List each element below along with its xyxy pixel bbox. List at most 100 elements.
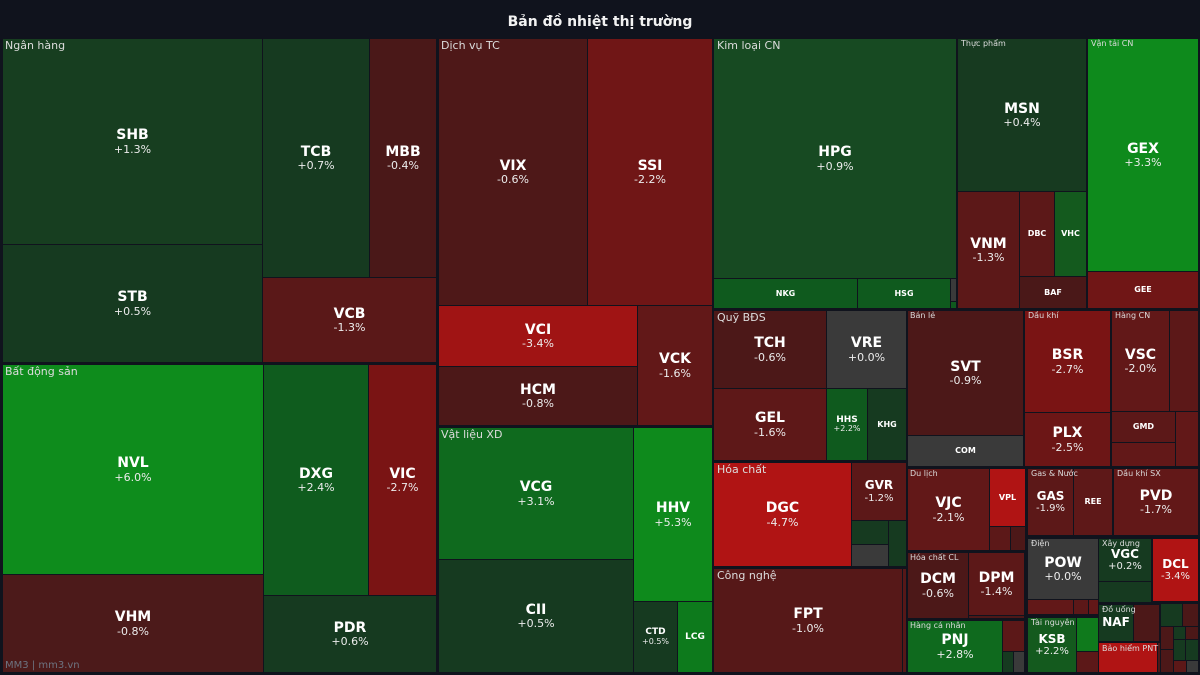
tile-pnj[interactable]: PNJ +2.8% (908, 621, 1002, 672)
tile-dcm[interactable]: DCM -0.6% (908, 553, 968, 618)
tile-dxg[interactable]: DXG +2.4% (264, 365, 368, 595)
tile-vre[interactable]: VRE +0.0% (827, 311, 906, 388)
tile-fpt[interactable]: FPT -1.0% (714, 569, 902, 672)
ticker-label: DXG (299, 465, 333, 482)
tile-minor[interactable] (1174, 640, 1185, 660)
tile-pow[interactable]: POW +0.0% (1028, 539, 1098, 599)
tile-vck[interactable]: VCK -1.6% (638, 306, 712, 425)
sector-bao-hiem-pnt: Bảo hiểm PNT (1099, 643, 1158, 672)
ticker-label: GEL (755, 410, 785, 427)
tile-minor[interactable] (1074, 600, 1088, 614)
tile-minor[interactable] (1077, 618, 1098, 651)
tile-vsc[interactable]: VSC -2.0% (1112, 311, 1169, 411)
change-label: -4.7% (766, 515, 799, 529)
tile-vci[interactable]: VCI -3.4% (439, 306, 637, 366)
tile-minor[interactable] (1028, 600, 1073, 614)
tile-vix[interactable]: VIX -0.6% (439, 39, 587, 305)
tile-minor[interactable] (1158, 643, 1160, 672)
tile-gee[interactable]: GEE (1088, 272, 1198, 308)
tile-shb[interactable]: SHB +1.3% (3, 39, 262, 244)
tile-minor[interactable] (1077, 652, 1098, 672)
tile-minor[interactable] (1174, 661, 1186, 672)
tile-gmd[interactable]: GMD (1112, 412, 1175, 442)
tile-nkg[interactable]: NKG (714, 279, 857, 308)
tile-hhs[interactable]: HHS +2.2% (827, 389, 867, 460)
tile-tcb[interactable]: TCB +0.7% (263, 39, 369, 277)
tile-plx[interactable]: PLX -2.5% (1025, 413, 1110, 466)
tile-minor[interactable] (1183, 604, 1198, 626)
tile-minor[interactable] (1003, 652, 1013, 672)
ticker-label: VJC (935, 495, 962, 512)
change-label: +0.0% (847, 350, 886, 364)
tile-minor[interactable] (1174, 627, 1185, 639)
tile-msn[interactable]: MSN +0.4% (958, 39, 1086, 191)
tile-minor[interactable] (1161, 604, 1182, 626)
tile-ssi[interactable]: SSI -2.2% (588, 39, 712, 305)
tile-com[interactable]: COM (908, 436, 1023, 466)
tile-baf[interactable]: BAF (1020, 277, 1086, 308)
tile-gas[interactable]: GAS -1.9% (1028, 469, 1073, 535)
tile-minor[interactable] (1134, 605, 1159, 641)
tile-hhv[interactable]: HHV +5.3% (634, 428, 712, 601)
tile-ksb[interactable]: KSB +2.2% (1028, 618, 1076, 672)
tile-vhm[interactable]: VHM -0.8% (3, 575, 263, 672)
tile-svt[interactable]: SVT -0.9% (908, 311, 1023, 435)
tile-ctd[interactable]: CTD +0.5% (634, 602, 677, 672)
tile-vpl[interactable]: VPL (990, 469, 1025, 526)
tile-minor[interactable] (1187, 661, 1198, 672)
tile-vcg[interactable]: VCG +3.1% (439, 428, 633, 559)
tile-minor[interactable] (1011, 527, 1025, 550)
tile-mbb[interactable]: MBB -0.4% (370, 39, 436, 277)
tile-hcm[interactable]: HCM -0.8% (439, 367, 637, 425)
tile-naf[interactable]: NAF (1099, 605, 1133, 641)
tile-tch[interactable]: TCH -0.6% (714, 311, 826, 388)
tile-gvr[interactable]: GVR -1.2% (852, 463, 906, 520)
tile-ree[interactable]: REE (1074, 469, 1112, 535)
tile-minor[interactable] (1186, 627, 1198, 639)
tile-minor[interactable] (889, 521, 906, 566)
tile-minor[interactable] (1161, 650, 1173, 672)
ticker-label: PDR (333, 619, 367, 636)
ticker-label: SVT (950, 358, 981, 375)
tile-vnm[interactable]: VNM -1.3% (958, 192, 1019, 308)
tile-gel[interactable]: GEL -1.6% (714, 389, 826, 460)
tile-dbc[interactable]: DBC (1020, 192, 1054, 276)
tile-minor[interactable] (1170, 311, 1198, 411)
tile-cii[interactable]: CII +0.5% (439, 560, 633, 672)
tile-vgc[interactable]: VGC +0.2% (1099, 539, 1151, 581)
tile-minor[interactable] (951, 302, 956, 308)
tile-minor[interactable] (852, 521, 888, 544)
tile-minor[interactable] (1186, 640, 1198, 660)
tile-minor[interactable] (1003, 621, 1024, 651)
tile-bsr[interactable]: BSR -2.7% (1025, 311, 1110, 412)
tile-minor[interactable] (903, 569, 906, 672)
tile-minor[interactable] (969, 616, 1024, 618)
tile-vjc[interactable]: VJC -2.1% (908, 469, 989, 550)
tile-minor[interactable] (1099, 582, 1151, 602)
tile-pdr[interactable]: PDR +0.6% (264, 596, 436, 672)
tile-vcb[interactable]: VCB -1.3% (263, 278, 436, 362)
tile-minor[interactable] (990, 527, 1010, 550)
tile-khg[interactable]: KHG (868, 389, 906, 460)
tile-lcg[interactable]: LCG (678, 602, 712, 672)
tile-minor[interactable] (951, 279, 956, 301)
tile-minor[interactable] (1176, 412, 1198, 466)
tile-minor[interactable] (852, 545, 888, 566)
tile-dgc[interactable]: DGC -4.7% (714, 463, 851, 566)
tile-minor[interactable] (1112, 443, 1175, 466)
tile-vhc[interactable]: VHC (1055, 192, 1086, 276)
tile-minor[interactable] (1089, 600, 1098, 614)
change-label: +2.4% (297, 481, 335, 494)
tile-dpm[interactable]: DPM -1.4% (969, 553, 1024, 615)
tile-vic[interactable]: VIC -2.7% (369, 365, 436, 595)
change-label: -3.4% (522, 337, 554, 350)
tile-gex[interactable]: GEX +3.3% (1088, 39, 1198, 271)
tile-hpg[interactable]: HPG +0.9% (714, 39, 956, 278)
tile-stb[interactable]: STB +0.5% (3, 245, 262, 362)
tile-minor[interactable] (1161, 627, 1173, 649)
tile-dcl[interactable]: DCL -3.4% (1153, 539, 1198, 601)
tile-nvl[interactable]: NVL +6.0% (3, 365, 263, 574)
tile-hsg[interactable]: HSG (858, 279, 950, 308)
tile-pvd[interactable]: PVD -1.7% (1114, 469, 1198, 535)
tile-minor[interactable] (1014, 652, 1024, 672)
